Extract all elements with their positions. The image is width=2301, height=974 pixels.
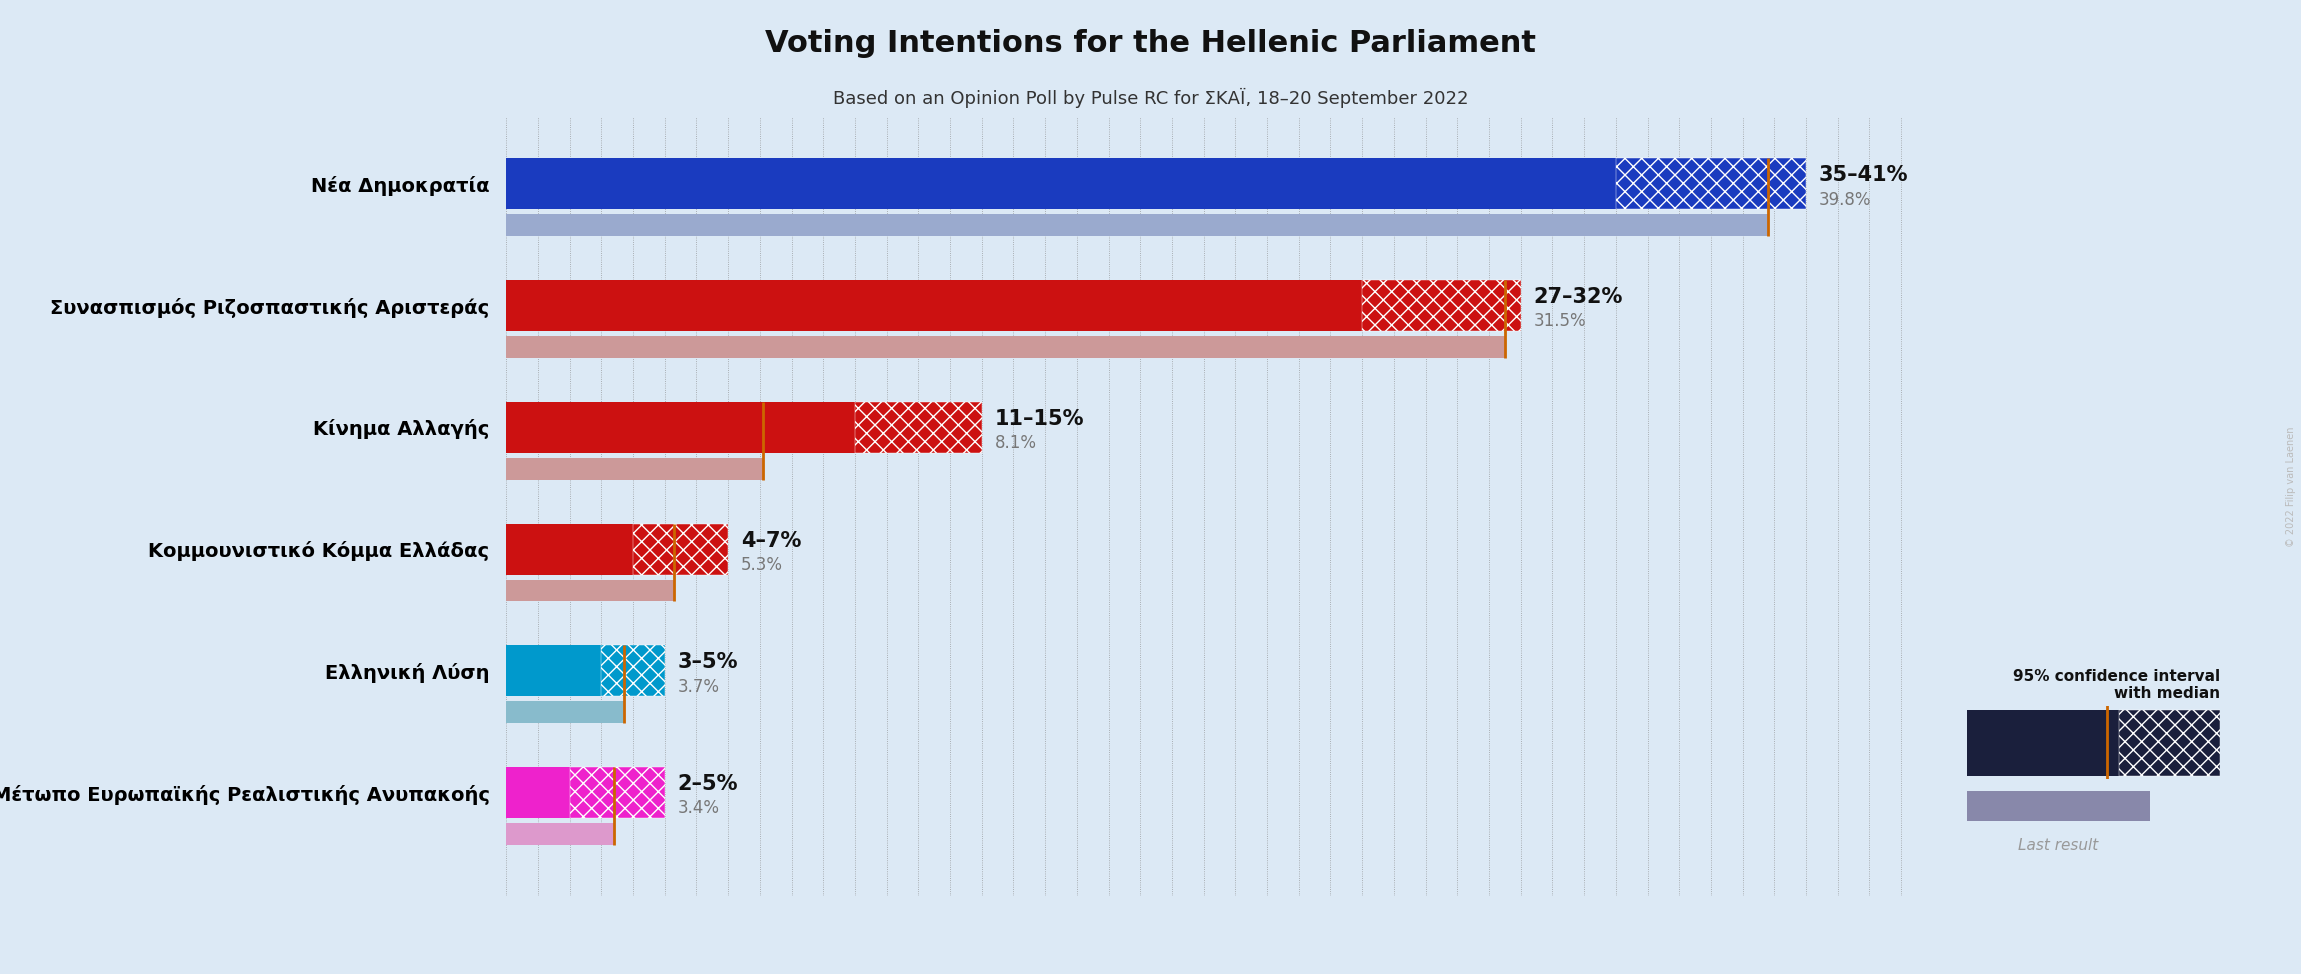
Bar — [1967, 791, 2149, 821]
Bar — [506, 645, 601, 696]
Text: 3.4%: 3.4% — [676, 800, 720, 817]
Text: 31.5%: 31.5% — [1532, 313, 1585, 330]
Text: 8.1%: 8.1% — [994, 434, 1035, 452]
Bar — [856, 401, 983, 453]
Text: 35–41%: 35–41% — [1818, 166, 1908, 185]
Text: Last result: Last result — [2018, 838, 2099, 852]
Text: 27–32%: 27–32% — [1532, 287, 1622, 307]
Text: © 2022 Filip van Laenen: © 2022 Filip van Laenen — [2287, 427, 2296, 547]
Bar — [506, 768, 571, 818]
Bar — [1362, 281, 1521, 331]
Text: Based on an Opinion Poll by Pulse RC for ΣΚΑΪ, 18–20 September 2022: Based on an Opinion Poll by Pulse RC for… — [833, 88, 1468, 108]
Text: 11–15%: 11–15% — [994, 409, 1084, 429]
Bar — [506, 281, 1362, 331]
Text: 5.3%: 5.3% — [741, 556, 782, 574]
Bar — [506, 401, 856, 453]
Text: 3.7%: 3.7% — [676, 678, 720, 695]
Text: 2–5%: 2–5% — [676, 774, 739, 794]
Bar — [571, 768, 665, 818]
Bar — [1967, 710, 2119, 775]
Bar — [506, 580, 674, 601]
Text: 4–7%: 4–7% — [741, 531, 801, 550]
Bar — [506, 524, 633, 575]
Bar — [1615, 158, 1806, 209]
Bar — [506, 458, 764, 479]
Bar — [506, 214, 1767, 236]
Bar — [506, 701, 624, 723]
Text: 39.8%: 39.8% — [1818, 191, 1871, 208]
Text: Voting Intentions for the Hellenic Parliament: Voting Intentions for the Hellenic Parli… — [764, 29, 1537, 58]
Bar — [601, 645, 665, 696]
Bar — [633, 524, 727, 575]
Text: 95% confidence interval
with median: 95% confidence interval with median — [2013, 669, 2220, 701]
Bar — [506, 823, 614, 844]
Text: 3–5%: 3–5% — [676, 653, 739, 672]
Bar — [2119, 710, 2220, 775]
Bar — [506, 158, 1615, 209]
Bar — [506, 336, 1505, 357]
